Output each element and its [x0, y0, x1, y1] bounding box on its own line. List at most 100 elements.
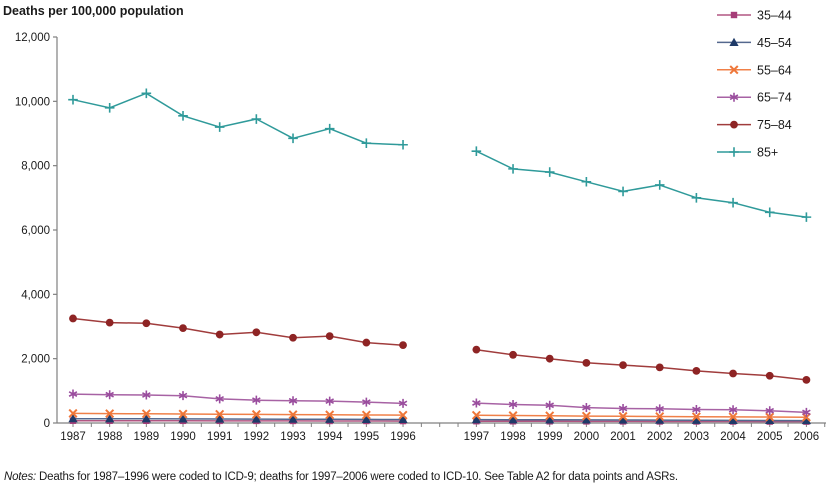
legend-item-55-64-marker — [729, 65, 739, 75]
series-45-54-marker — [691, 415, 701, 424]
series-65-74-marker — [105, 390, 114, 400]
series-85plus-line-icd9 — [72, 92, 404, 146]
x-tick-label: 1989 — [134, 431, 160, 443]
series-85plus-marker — [508, 164, 518, 174]
series-45-54-marker — [545, 415, 555, 424]
series-85plus-marker — [691, 193, 702, 203]
series-45-54-marker — [361, 414, 371, 423]
series-45-54-line-icd10 — [476, 418, 807, 422]
series-75-84-marker — [215, 330, 224, 339]
legend-item-65-74-marker — [729, 92, 739, 102]
series-85plus-marker — [361, 138, 372, 148]
x-tick-label: 1990 — [170, 431, 196, 443]
series-55-64-marker — [251, 409, 261, 419]
x-tick-label: 1999 — [537, 431, 563, 443]
legend-item-45-54-marker — [729, 37, 739, 46]
legend-item-85plus-marker — [729, 147, 739, 157]
series-45-54-marker — [215, 414, 225, 423]
series-55-64-line-icd10 — [476, 414, 807, 418]
series-65-74-marker — [325, 396, 334, 406]
series-75-84-marker — [179, 324, 187, 333]
series-55-64-marker — [655, 411, 665, 422]
series-55-64-marker — [618, 411, 628, 421]
legend-item-85plus-label: 85+ — [757, 146, 778, 160]
series-75-84-line-icd10 — [476, 348, 807, 381]
series-75-84-marker — [655, 363, 664, 372]
series-85plus-marker — [801, 212, 812, 222]
x-tick-label: 1996 — [390, 431, 416, 443]
series-85plus-marker — [544, 167, 555, 177]
series-65-74-marker — [142, 390, 151, 400]
series-85plus-marker — [324, 123, 335, 134]
y-tick-label: 0 — [44, 418, 50, 430]
x-tick-label: 1994 — [317, 431, 343, 443]
series-55-64-marker — [545, 411, 555, 421]
series-75-84-marker — [765, 371, 774, 380]
x-tick-label: 1988 — [97, 431, 123, 443]
chart-notes: Notes: Deaths for 1987–1996 were coded t… — [4, 471, 678, 483]
y-tick-label: 12,000 — [15, 32, 50, 44]
legend-item-35-44-marker — [730, 11, 738, 19]
x-tick-label: 1987 — [60, 431, 86, 443]
series-75-84-marker — [69, 314, 77, 323]
series-65-74-marker — [508, 400, 518, 410]
series-85plus-marker — [288, 133, 298, 144]
legend-item-65-74-label: 65–74 — [757, 91, 792, 105]
x-tick-label: 1998 — [500, 431, 526, 443]
legend-item-75-84-marker — [730, 120, 738, 129]
series-45-54-marker — [141, 414, 151, 423]
series-65-74-marker — [582, 403, 591, 413]
series-65-74-marker — [288, 396, 298, 406]
series-75-84-marker — [545, 354, 554, 363]
x-tick-label: 2006 — [794, 431, 820, 443]
x-tick-label: 2002 — [647, 431, 673, 443]
series-85plus-marker — [214, 122, 225, 132]
series-55-64-marker — [215, 409, 225, 419]
series-45-54-marker — [765, 415, 775, 425]
series-75-84-marker — [582, 358, 591, 367]
series-65-74-marker — [692, 404, 701, 414]
series-55-64-marker — [581, 411, 591, 421]
series-85plus-marker — [178, 111, 188, 121]
series-65-74-marker — [545, 400, 555, 410]
x-tick-label: 2000 — [574, 431, 600, 443]
series-75-84-marker — [509, 350, 517, 359]
series-75-84-marker — [399, 341, 407, 350]
series-85plus-marker — [654, 180, 665, 190]
series-85plus-marker — [471, 146, 482, 156]
series-55-64-marker — [691, 412, 701, 422]
legend-item-45-54-label: 45–54 — [757, 36, 792, 50]
series-85plus-marker — [618, 186, 628, 197]
series-75-84-marker — [252, 328, 261, 337]
series-65-74-marker — [655, 404, 665, 414]
series-65-74-marker — [472, 398, 481, 408]
legend-item-55-64-label: 55–64 — [757, 63, 792, 77]
x-tick-label: 1997 — [464, 431, 490, 443]
series-55-64-marker — [105, 409, 115, 419]
series-65-74-marker — [618, 404, 628, 414]
y-tick-label: 10,000 — [15, 96, 50, 108]
series-85plus-marker — [104, 102, 115, 113]
x-tick-label: 1992 — [244, 431, 270, 443]
series-75-84-marker — [619, 361, 627, 369]
series-65-74-marker — [398, 398, 408, 408]
series-55-64-marker — [178, 409, 188, 419]
series-55-64-line-icd9 — [72, 412, 404, 416]
series-65-74-marker — [68, 389, 78, 399]
y-tick-label: 8,000 — [21, 161, 50, 173]
x-tick-label: 2003 — [684, 431, 710, 443]
series-75-84-marker — [692, 366, 701, 375]
series-45-54-marker — [581, 415, 591, 424]
series-55-64-marker — [471, 410, 481, 420]
series-45-54-marker — [471, 415, 481, 424]
series-65-74-marker — [802, 407, 811, 417]
series-45-54-marker — [618, 415, 628, 424]
series-45-54-marker — [801, 415, 811, 425]
series-55-64-marker — [141, 409, 151, 419]
series-75-84-marker — [472, 345, 481, 354]
legend-item-75-84-label: 75–84 — [757, 118, 792, 132]
series-45-54-marker — [288, 414, 298, 423]
series-75-84-marker — [105, 318, 114, 327]
series-85plus-marker — [68, 94, 78, 105]
